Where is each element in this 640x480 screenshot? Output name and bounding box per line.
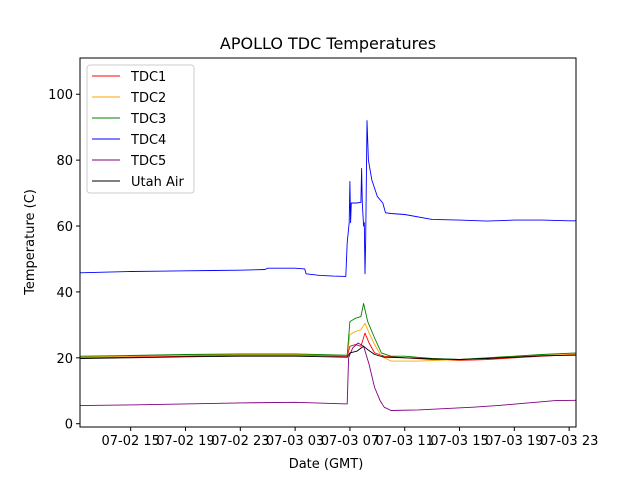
legend-label: TDC3: [130, 112, 166, 127]
legend-label: Utah Air: [131, 175, 184, 190]
series-line-tdc5: [79, 342, 577, 411]
x-tick-label: 07-02 19: [156, 434, 214, 449]
x-tick-label: 07-03 11: [376, 434, 434, 449]
legend-label: TDC4: [130, 133, 166, 148]
legend: TDC1 TDC2 TDC3 TDC4 TDC5 Utah Air: [86, 64, 195, 194]
x-axis-label: Date (GMT): [289, 457, 364, 472]
series-line-tdc1: [79, 332, 577, 361]
x-tick-label: 07-03 23: [540, 434, 598, 449]
series-line-tdc3: [79, 303, 577, 360]
chart-title: APOLLO TDC Temperatures: [220, 34, 436, 53]
x-tick-label: 07-03 07: [321, 434, 379, 449]
y-tick-label: 0: [65, 418, 73, 433]
x-tick-label: 07-03 19: [485, 434, 543, 449]
y-tick-label: 60: [56, 220, 73, 235]
series-line-utah-air: [79, 345, 577, 360]
series-layer: [79, 120, 577, 411]
x-tick-label: 07-02 23: [211, 434, 269, 449]
x-tick-label: 07-03 03: [266, 434, 324, 449]
y-tick-label: 40: [56, 286, 73, 301]
y-tick-label: 100: [48, 88, 73, 103]
x-tick-label: 07-03 15: [430, 434, 488, 449]
x-tick-label: 07-02 15: [101, 434, 159, 449]
series-line-tdc4: [79, 120, 576, 277]
legend-label: TDC1: [130, 70, 166, 85]
legend-label: TDC5: [130, 154, 166, 169]
legend-label: TDC2: [130, 91, 166, 106]
plot-frame: [79, 57, 577, 428]
y-axis-label: Temperature (C): [23, 189, 38, 296]
y-tick-label: 80: [56, 154, 73, 169]
y-tick-label: 20: [56, 352, 73, 367]
